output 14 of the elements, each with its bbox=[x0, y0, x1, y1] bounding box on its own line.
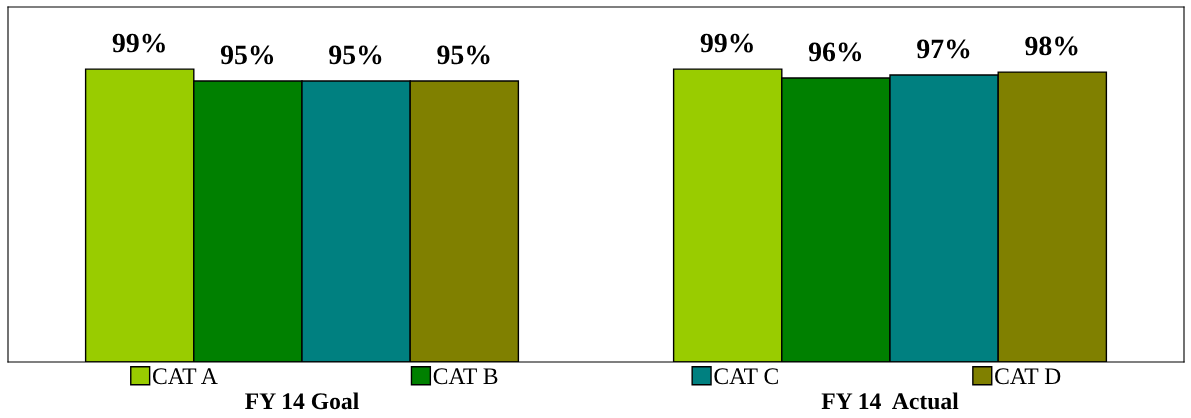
x-tick-label: FY 14 Goal bbox=[245, 392, 359, 410]
legend-label: CAT A bbox=[152, 368, 218, 385]
data-label: 97% bbox=[917, 39, 970, 59]
data-label: 98% bbox=[1025, 36, 1078, 56]
legend-label: CAT D bbox=[995, 368, 1061, 385]
data-label: 99% bbox=[700, 33, 753, 53]
x-tick-label: FY 14 Actual bbox=[821, 392, 959, 410]
data-label: 95% bbox=[329, 45, 382, 65]
data-label: 99% bbox=[112, 33, 165, 53]
data-label: 95% bbox=[437, 45, 490, 65]
legend-label: CAT B bbox=[433, 368, 498, 385]
data-label: 96% bbox=[808, 42, 862, 62]
legend-label: CAT C bbox=[714, 368, 778, 385]
data-label: 95% bbox=[220, 45, 274, 65]
